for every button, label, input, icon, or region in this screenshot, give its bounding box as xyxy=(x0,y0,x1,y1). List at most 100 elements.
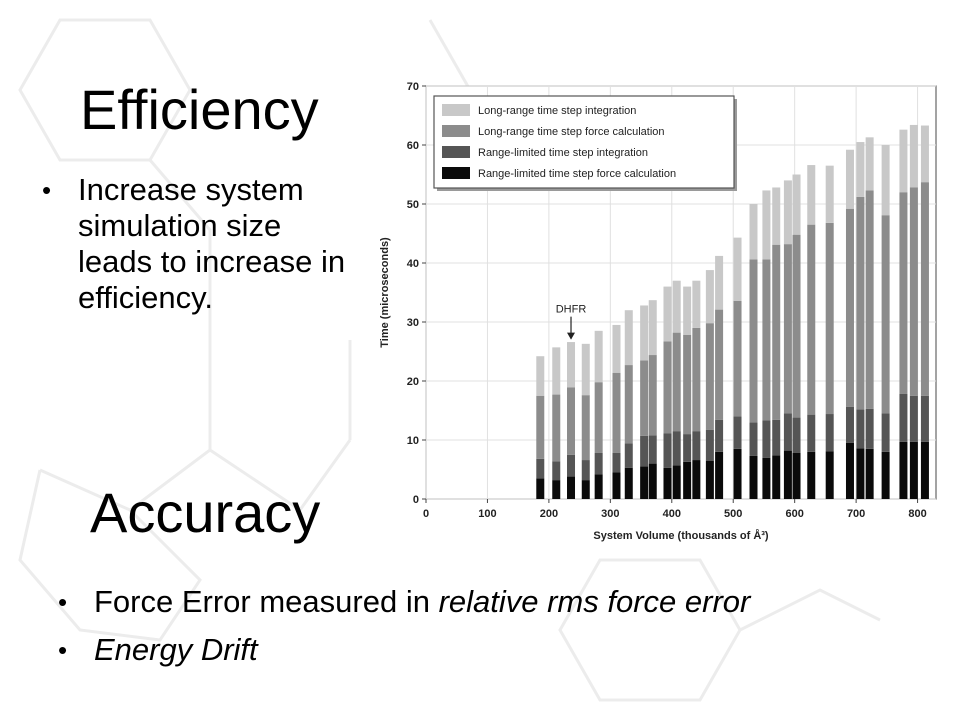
bar-segment-range-limited-integration xyxy=(663,433,672,468)
bar-segment-range-limited-integration xyxy=(845,406,854,443)
bar-segment-long-range-force xyxy=(845,208,854,407)
bar-segment-range-limited-integration xyxy=(552,461,561,481)
bar-segment-long-range-integration xyxy=(612,324,621,373)
bar-segment-range-limited-force xyxy=(783,450,792,499)
y-tick-label: 40 xyxy=(407,258,419,270)
legend-label-range-limited-integration: Range-limited time step integration xyxy=(478,147,648,159)
bar-segment-range-limited-force xyxy=(865,448,874,499)
x-tick-label: 300 xyxy=(601,508,619,520)
accuracy-bullet-list: • Force Error measured in relative rms f… xyxy=(58,584,938,680)
x-axis-title: System Volume (thousands of Å³) xyxy=(593,529,769,542)
bar-segment-long-range-integration xyxy=(715,255,724,310)
bar-segment-long-range-integration xyxy=(536,356,545,396)
bar-segment-range-limited-integration xyxy=(825,414,834,452)
x-tick-label: 600 xyxy=(785,508,803,520)
bar-segment-long-range-integration xyxy=(648,300,657,356)
bar-segment-range-limited-force xyxy=(648,463,657,499)
bar-segment-long-range-integration xyxy=(672,280,681,333)
bar-segment-long-range-force xyxy=(899,192,908,394)
x-tick-label: 800 xyxy=(908,508,926,520)
bar-segment-long-range-force xyxy=(920,182,929,396)
y-tick-label: 20 xyxy=(407,376,419,388)
bar-segment-range-limited-force xyxy=(749,455,758,499)
bar-segment-long-range-force xyxy=(881,215,890,414)
bar-segment-range-limited-integration xyxy=(705,429,714,461)
x-tick-label: 700 xyxy=(847,508,865,520)
bar-segment-range-limited-integration xyxy=(640,435,649,467)
bar-segment-long-range-force xyxy=(536,395,545,459)
bar-segment-range-limited-integration xyxy=(792,417,801,453)
bar-segment-range-limited-force xyxy=(663,467,672,499)
bar-segment-long-range-force xyxy=(624,365,633,444)
bar-segment-long-range-integration xyxy=(792,174,801,235)
bar-segment-long-range-integration xyxy=(920,125,929,183)
y-tick-label: 10 xyxy=(407,435,419,447)
x-tick-label: 500 xyxy=(724,508,742,520)
bar-segment-long-range-force xyxy=(692,327,701,432)
bar-segment-long-range-integration xyxy=(825,165,834,223)
legend-swatch-range-limited-integration xyxy=(442,146,470,158)
efficiency-bullet: • Increase system simulation size leads … xyxy=(42,172,358,316)
bar-segment-range-limited-integration xyxy=(772,419,781,456)
bar-segment-long-range-integration xyxy=(594,330,603,383)
bar-segment-long-range-integration xyxy=(733,237,742,301)
bar-segment-long-range-force xyxy=(648,355,657,436)
bar-segment-long-range-force xyxy=(772,244,781,420)
bar-segment-range-limited-integration xyxy=(692,431,701,461)
bar-segment-range-limited-integration xyxy=(648,435,657,464)
bar-segment-range-limited-force xyxy=(672,465,681,499)
bar-segment-range-limited-force xyxy=(825,451,834,499)
bar-segment-long-range-integration xyxy=(683,286,692,335)
bar-segment-range-limited-force xyxy=(594,474,603,499)
y-tick-label: 50 xyxy=(407,199,419,211)
bar-segment-long-range-force xyxy=(567,387,576,455)
bar-segment-long-range-force xyxy=(672,332,681,432)
x-tick-label: 0 xyxy=(423,508,429,520)
accuracy-bullet-force-error: • Force Error measured in relative rms f… xyxy=(58,584,938,620)
bar-segment-range-limited-integration xyxy=(881,413,890,452)
bar-segment-long-range-force xyxy=(909,187,918,396)
bar-segment-range-limited-integration xyxy=(581,460,590,481)
bar-segment-range-limited-integration xyxy=(567,454,576,477)
y-tick-label: 30 xyxy=(407,317,419,329)
bar-segment-range-limited-integration xyxy=(783,413,792,451)
bar-segment-long-range-force xyxy=(640,360,649,436)
bar-segment-range-limited-force xyxy=(909,441,918,499)
bullet-dot-icon: • xyxy=(58,635,68,665)
bullet-dot-icon: • xyxy=(58,587,68,617)
accuracy-bullet-energy-drift: • Energy Drift xyxy=(58,632,938,668)
bar-segment-range-limited-integration xyxy=(865,408,874,449)
accuracy-heading: Accuracy xyxy=(90,481,321,544)
bar-segment-long-range-force xyxy=(715,309,724,420)
bullet-dot-icon: • xyxy=(42,175,52,205)
y-axis-title: Time (microseconds) xyxy=(379,237,391,348)
bar-segment-range-limited-force xyxy=(772,455,781,499)
accuracy-bullet-2-text: Energy Drift xyxy=(94,632,258,667)
x-tick-label: 200 xyxy=(540,508,558,520)
bar-segment-long-range-integration xyxy=(783,180,792,245)
bar-segment-range-limited-force xyxy=(881,451,890,499)
bar-segment-range-limited-integration xyxy=(920,395,929,442)
bar-segment-long-range-integration xyxy=(552,347,561,395)
bar-segment-range-limited-force xyxy=(715,451,724,499)
bar-segment-range-limited-force xyxy=(733,448,742,499)
bar-segment-long-range-force xyxy=(762,259,771,421)
bar-segment-range-limited-integration xyxy=(807,414,816,452)
bar-segment-long-range-force xyxy=(581,395,590,461)
bar-segment-range-limited-force xyxy=(705,460,714,499)
bar-segment-range-limited-force xyxy=(692,460,701,499)
accuracy-bullet-1-italic: relative rms force error xyxy=(438,584,751,619)
bar-segment-range-limited-force xyxy=(640,466,649,499)
bar-segment-range-limited-force xyxy=(856,448,865,499)
legend-swatch-range-limited-force xyxy=(442,167,470,179)
bar-segment-range-limited-force xyxy=(612,472,621,499)
bar-segment-long-range-force xyxy=(733,300,742,417)
bar-segment-long-range-force xyxy=(612,372,621,453)
bar-segment-long-range-integration xyxy=(640,305,649,361)
bar-segment-range-limited-integration xyxy=(715,419,724,452)
legend-label-range-limited-force: Range-limited time step force calculatio… xyxy=(478,168,676,180)
accuracy-bullet-1-plain: Force Error measured in xyxy=(94,584,439,619)
bar-segment-long-range-force xyxy=(865,190,874,409)
bar-segment-range-limited-force xyxy=(624,467,633,499)
